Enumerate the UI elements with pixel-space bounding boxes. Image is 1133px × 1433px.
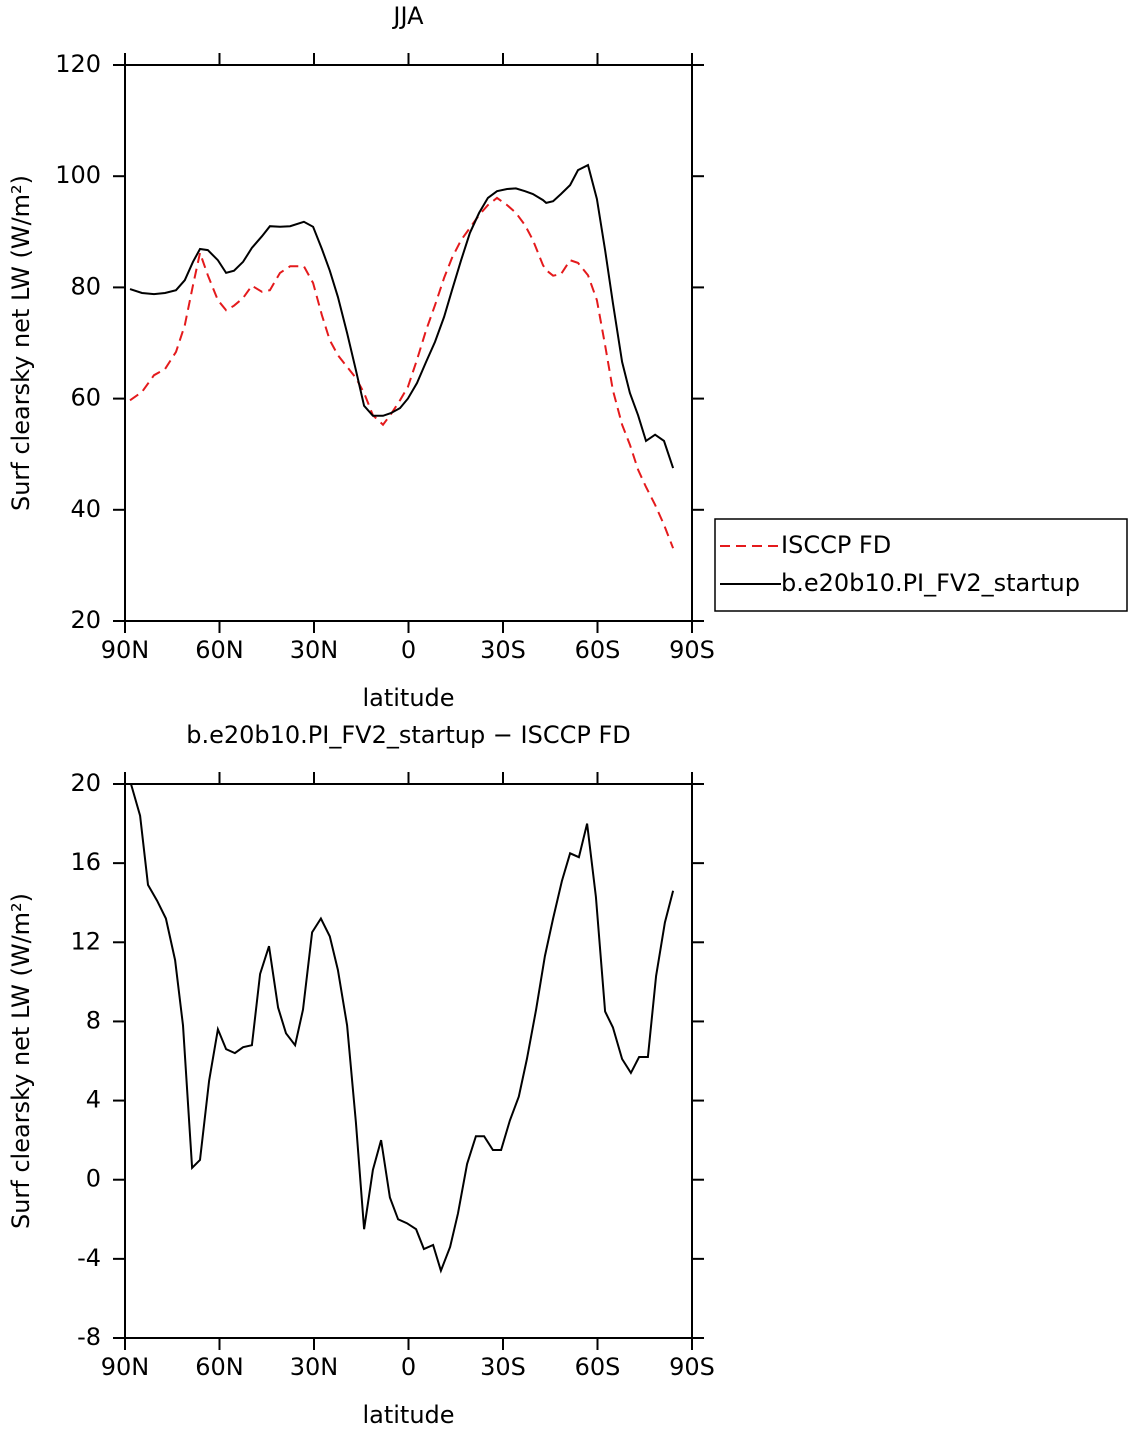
y-tick-label: 8 xyxy=(86,1006,101,1034)
x-tick-label: 60N xyxy=(195,636,244,664)
legend: ISCCP FD b.e20b10.PI_FV2_startup xyxy=(714,518,1128,612)
y-axis-label: Surf clearsky net LW (W/m²) xyxy=(7,175,35,511)
data-line xyxy=(130,783,675,1274)
x-tick-label: 0 xyxy=(401,1353,416,1381)
y-tick-label: 100 xyxy=(55,161,101,189)
x-tick-label: 60S xyxy=(575,1353,621,1381)
x-tick-label: 0 xyxy=(401,636,416,664)
y-tick-label: 16 xyxy=(70,848,101,876)
y-tick-label: 120 xyxy=(55,50,101,78)
x-tick-label: 90S xyxy=(669,1353,715,1381)
y-tick-label: 60 xyxy=(70,384,101,412)
y-tick-label: 40 xyxy=(70,495,101,523)
panel-title: b.e20b10.PI_FV2_startup − ISCCP FD xyxy=(186,721,631,749)
legend-label: b.e20b10.PI_FV2_startup xyxy=(781,569,1080,597)
plot-frame xyxy=(124,64,693,622)
panel-title: JJA xyxy=(391,2,424,30)
plot-frame xyxy=(124,783,693,1339)
x-axis-label: latitude xyxy=(362,684,454,712)
panel: JJA latitude Surf clearsky net LW (W/m²) 90… xyxy=(7,2,1128,712)
y-tick-label: 4 xyxy=(86,1086,101,1114)
y-tick-label: 80 xyxy=(70,272,101,300)
y-axis-label: Surf clearsky net LW (W/m²) xyxy=(7,893,35,1229)
y-tick-label: 20 xyxy=(70,769,101,797)
y-tick-label: 20 xyxy=(70,606,101,634)
x-tick-label: 30N xyxy=(290,1353,339,1381)
data-line xyxy=(129,196,675,549)
x-tick-label: 90S xyxy=(669,636,715,664)
legend-box xyxy=(714,518,1128,612)
panel: b.e20b10.PI_FV2_startup − ISCCP FD latitu… xyxy=(7,721,715,1429)
x-tick-label: 90N xyxy=(101,636,150,664)
y-tick-label: -8 xyxy=(77,1323,101,1351)
y-tick-label: -4 xyxy=(77,1244,101,1272)
x-tick-label: 30N xyxy=(290,636,339,664)
data-line xyxy=(129,163,675,469)
y-tick-label: 0 xyxy=(86,1165,101,1193)
x-tick-label: 60N xyxy=(195,1353,244,1381)
y-tick-label: 12 xyxy=(70,927,101,955)
x-tick-label: 30S xyxy=(480,636,526,664)
x-axis-label: latitude xyxy=(362,1401,454,1429)
legend-label: ISCCP FD xyxy=(781,531,891,559)
x-tick-label: 30S xyxy=(480,1353,526,1381)
x-tick-label: 60S xyxy=(575,636,621,664)
x-tick-label: 90N xyxy=(101,1353,150,1381)
